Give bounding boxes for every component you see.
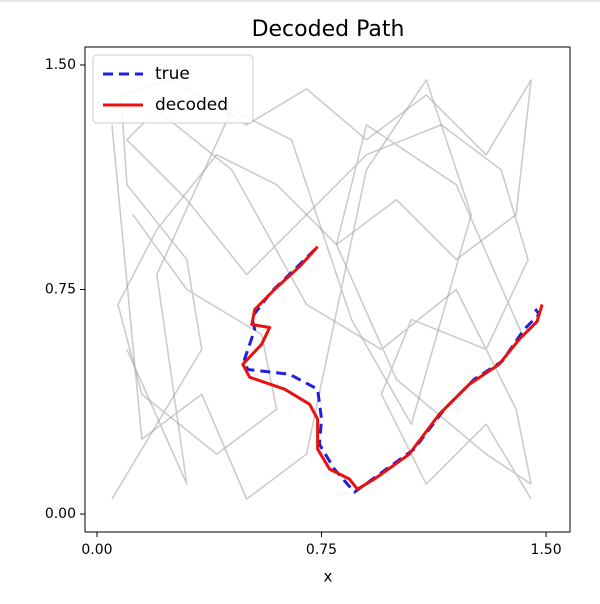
y-tick-label: 1.50 bbox=[45, 57, 76, 73]
series-line bbox=[241, 245, 544, 491]
legend-label: decoded bbox=[155, 95, 228, 115]
y-tick-label: 0.00 bbox=[45, 506, 76, 522]
x-tick-label: 0.00 bbox=[81, 542, 112, 558]
y-tick-label: 0.75 bbox=[45, 282, 76, 298]
chart-title: Decoded Path bbox=[252, 17, 405, 42]
background-trajectory bbox=[126, 109, 532, 500]
background-trajectory bbox=[111, 79, 532, 500]
x-tick-label: 1.50 bbox=[530, 542, 561, 558]
legend-label: true bbox=[155, 64, 190, 84]
x-tick-label: 0.75 bbox=[306, 542, 337, 558]
background-trajectory bbox=[111, 79, 473, 500]
x-axis-label: x bbox=[324, 568, 333, 586]
